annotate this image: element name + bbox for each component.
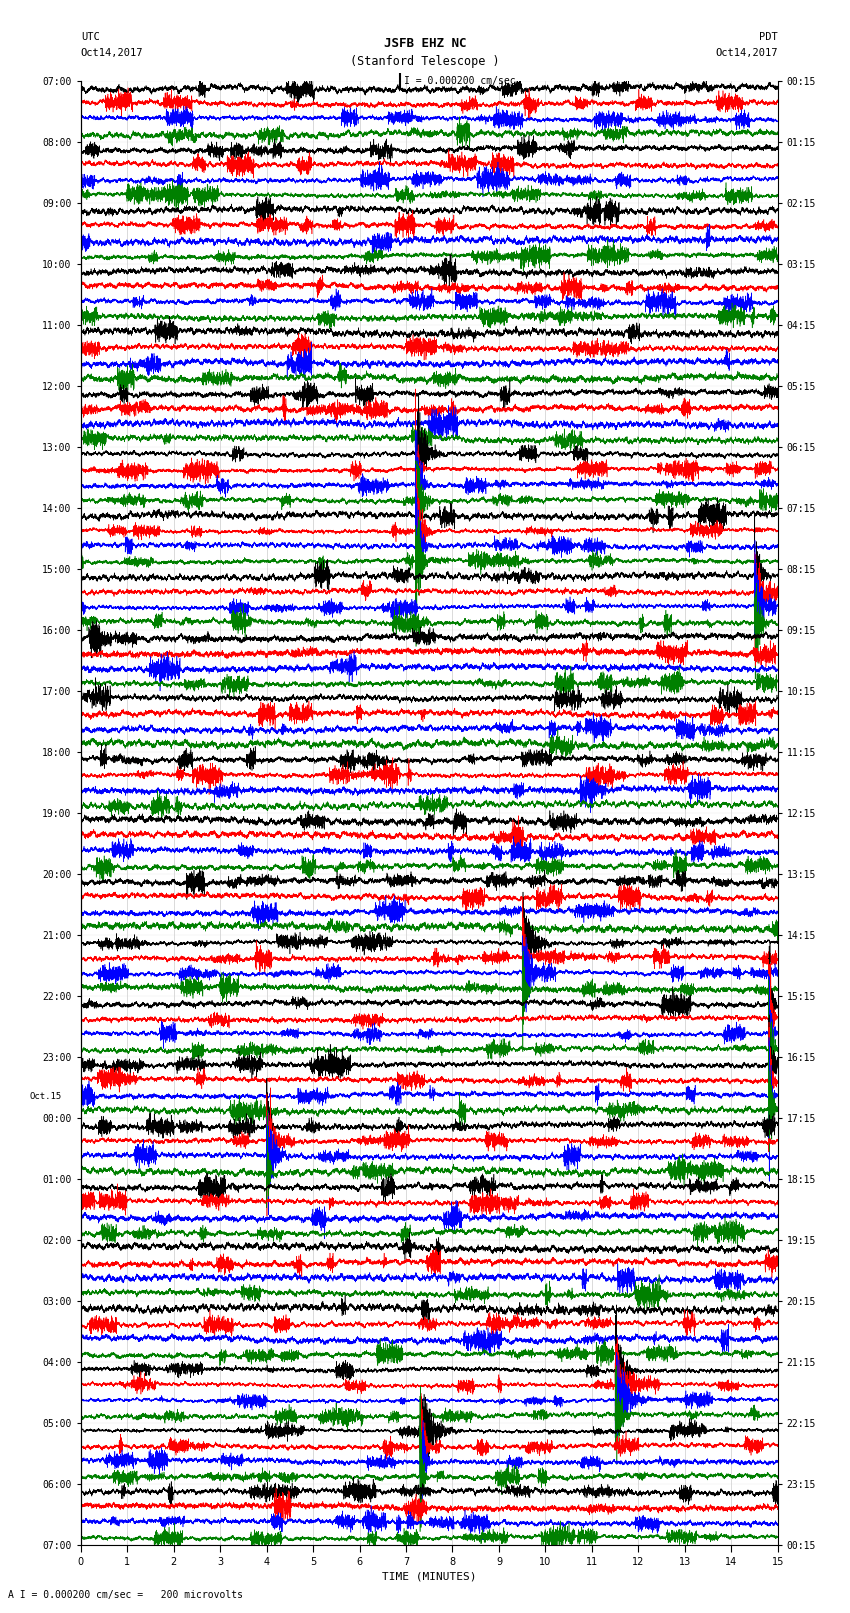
Text: (Stanford Telescope ): (Stanford Telescope ) — [350, 55, 500, 68]
Text: UTC: UTC — [81, 32, 99, 42]
Text: A I = 0.000200 cm/sec =   200 microvolts: A I = 0.000200 cm/sec = 200 microvolts — [8, 1590, 243, 1600]
Text: PDT: PDT — [759, 32, 778, 42]
Text: Oct14,2017: Oct14,2017 — [81, 48, 144, 58]
Text: Oct14,2017: Oct14,2017 — [715, 48, 778, 58]
Text: I = 0.000200 cm/sec: I = 0.000200 cm/sec — [404, 76, 515, 85]
X-axis label: TIME (MINUTES): TIME (MINUTES) — [382, 1571, 477, 1581]
Text: JSFB EHZ NC: JSFB EHZ NC — [383, 37, 467, 50]
Text: Oct.15: Oct.15 — [30, 1092, 62, 1100]
